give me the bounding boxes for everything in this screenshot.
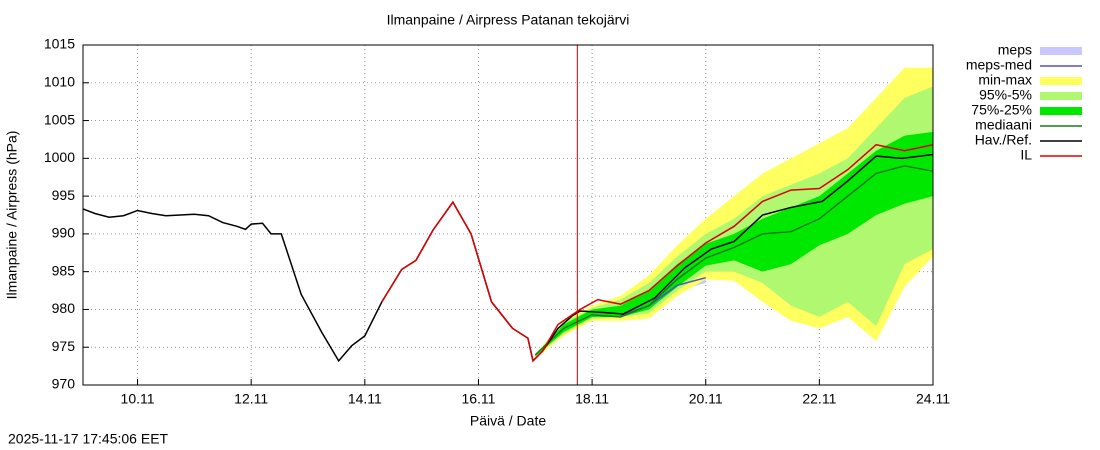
legend-label: IL bbox=[1020, 147, 1032, 163]
legend-label: mediaani bbox=[975, 117, 1032, 133]
legend-swatch bbox=[1040, 92, 1082, 100]
x-tick-label: 20.11 bbox=[689, 391, 723, 407]
y-tick-label: 1015 bbox=[44, 36, 75, 52]
y-tick-label: 970 bbox=[52, 376, 76, 392]
x-tick-label: 24.11 bbox=[916, 391, 950, 407]
y-tick-label: 990 bbox=[52, 225, 76, 241]
x-tick-label: 14.11 bbox=[348, 391, 382, 407]
y-tick-label: 1010 bbox=[44, 73, 75, 89]
x-axis-label: Päivä / Date bbox=[470, 413, 546, 429]
legend-swatch bbox=[1040, 47, 1082, 55]
legend-label: 95%-5% bbox=[979, 87, 1032, 103]
legend-label: 75%-25% bbox=[971, 102, 1032, 118]
y-tick-label: 1005 bbox=[44, 111, 75, 127]
band bbox=[535, 131, 933, 357]
legend-swatch bbox=[1040, 77, 1082, 85]
y-tick-label: 980 bbox=[52, 300, 76, 316]
legend-label: Hav./Ref. bbox=[975, 132, 1032, 148]
y-tick-label: 1000 bbox=[44, 149, 75, 165]
x-tick-label: 10.11 bbox=[121, 391, 155, 407]
y-tick-label: 975 bbox=[52, 338, 76, 354]
band bbox=[535, 86, 933, 358]
line bbox=[381, 143, 934, 363]
y-tick-label: 985 bbox=[52, 262, 76, 278]
legend-swatch bbox=[1040, 107, 1082, 115]
line bbox=[534, 165, 934, 356]
legend-label: min-max bbox=[978, 72, 1032, 88]
y-tick-label: 995 bbox=[52, 187, 76, 203]
timestamp: 2025-11-17 17:45:06 EET bbox=[8, 431, 169, 447]
x-tick-label: 12.11 bbox=[234, 391, 268, 407]
chart-title: Ilmanpaine / Airpress Patanan tekojärvi bbox=[387, 12, 630, 28]
legend-label: meps bbox=[998, 42, 1032, 58]
plot-frame bbox=[82, 44, 934, 386]
x-tick-label: 18.11 bbox=[575, 391, 609, 407]
y-axis-label: Ilmanpaine / Airpress (hPa) bbox=[4, 131, 20, 300]
legend-label: meps-med bbox=[966, 57, 1032, 73]
x-tick-label: 22.11 bbox=[802, 391, 836, 407]
x-tick-label: 16.11 bbox=[461, 391, 495, 407]
